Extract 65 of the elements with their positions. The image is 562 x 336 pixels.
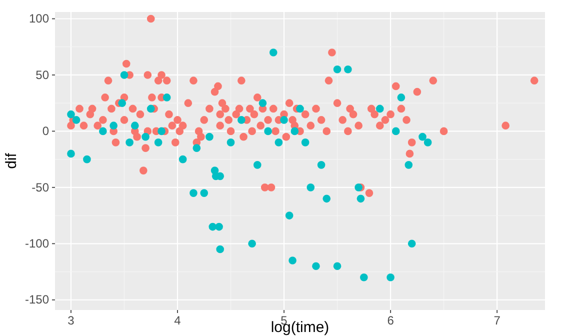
point (200, 189, 208, 197)
point (354, 184, 362, 192)
point (178, 155, 187, 164)
y-tick-label: -50 (32, 180, 50, 194)
point (306, 184, 315, 192)
point (130, 122, 139, 130)
point (285, 212, 294, 220)
point (162, 94, 171, 102)
point (418, 132, 426, 141)
point (392, 127, 400, 136)
point (215, 222, 223, 231)
x-tick-label: 3 (68, 314, 75, 328)
point (344, 65, 352, 74)
point (274, 138, 283, 146)
x-tick-label: 7 (494, 314, 501, 328)
point (67, 110, 75, 118)
y-axis-title: dif (3, 152, 20, 169)
point (118, 99, 126, 107)
point (158, 127, 166, 136)
point (376, 104, 384, 113)
point (386, 273, 394, 282)
point (360, 273, 368, 282)
point (216, 245, 224, 254)
point (290, 127, 299, 136)
point (83, 155, 91, 164)
point (397, 94, 406, 102)
point (408, 240, 416, 248)
point (264, 127, 272, 136)
y-tick-label: 100 (28, 12, 50, 26)
point (280, 116, 288, 124)
point (238, 116, 246, 124)
point (72, 116, 80, 124)
point (110, 122, 118, 130)
point (269, 48, 278, 56)
point (333, 65, 342, 74)
point (317, 161, 326, 169)
point (253, 161, 262, 169)
point (258, 99, 267, 107)
point (333, 262, 342, 270)
point (206, 132, 214, 141)
point (126, 138, 134, 146)
point (288, 256, 296, 264)
point (142, 132, 150, 141)
point (424, 138, 432, 146)
y-tick-label: 50 (36, 68, 50, 82)
x-tick-label: 6 (387, 314, 394, 328)
point (296, 104, 304, 113)
point (154, 138, 162, 146)
point (99, 127, 107, 136)
y-tick-label: -100 (24, 236, 50, 250)
point (301, 138, 310, 146)
y-tick-label: 0 (42, 124, 50, 138)
point (404, 161, 413, 169)
point (120, 71, 128, 79)
point (312, 262, 320, 270)
point (322, 194, 331, 203)
x-tick-label: 4 (174, 314, 182, 328)
y-tick-label: -150 (24, 292, 50, 307)
point (67, 150, 75, 158)
point (248, 240, 256, 248)
point (190, 189, 198, 197)
point (192, 144, 201, 152)
point (226, 138, 235, 146)
point (146, 104, 155, 113)
point (356, 194, 365, 203)
